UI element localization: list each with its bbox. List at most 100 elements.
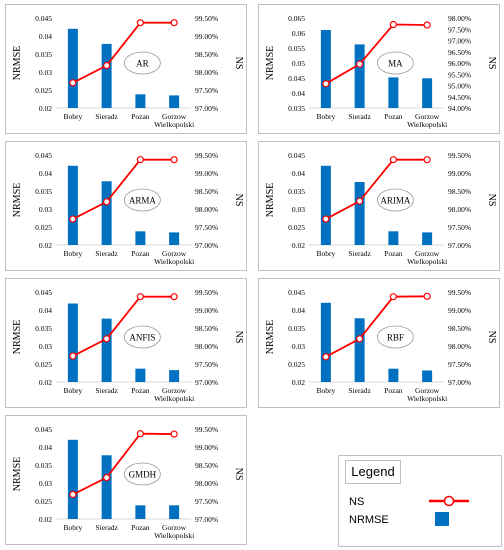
x-tick-label: Bobry <box>64 249 83 258</box>
y-tick-label: 0.025 <box>35 86 52 95</box>
y-tick-label: 0.03 <box>39 342 52 351</box>
model-label-ellipse <box>376 188 414 212</box>
y-tick-label: 0.06 <box>292 29 305 38</box>
model-label: ARMA <box>129 196 157 206</box>
chart-svg: 0.065 0.06 0.055 0.05 0.045 0.04 0.035 98.00% 97… <box>265 14 497 129</box>
y2-tick-label: 97.00% <box>448 378 471 387</box>
model-label: GMDH <box>129 470 157 480</box>
y2-tick-label: 98.00% <box>448 342 471 351</box>
nrmse-bar <box>67 439 78 519</box>
nrmse-bar <box>354 44 365 108</box>
y2-tick-label: 98.00% <box>195 479 218 488</box>
x-tick-label: Sieradz <box>95 386 118 395</box>
ns-line <box>325 158 428 220</box>
y-tick-label: 0.02 <box>39 515 52 524</box>
chart-svg: 0.045 0.04 0.035 0.03 0.025 0.02 99.50% 99.00% 9… <box>12 14 244 129</box>
y2-tick-label: 99.00% <box>448 169 471 178</box>
nrmse-bar <box>320 302 331 382</box>
ns-point <box>170 430 178 438</box>
y-tick-label: 0.03 <box>39 68 52 77</box>
y2-tick-label: 98.00% <box>448 205 471 214</box>
nrmse-bar <box>354 182 365 245</box>
x-tick-label: Pozan <box>131 523 150 532</box>
x-tick-label: Sieradz <box>348 386 371 395</box>
chart-svg: 0.045 0.04 0.035 0.03 0.025 0.02 99.50% 99.00% 9… <box>12 425 244 540</box>
ns-point <box>423 21 431 29</box>
chart-svg: 0.045 0.04 0.035 0.03 0.025 0.02 99.50% 99.00% 9… <box>265 288 497 403</box>
nrmse-bar <box>135 368 146 382</box>
x-tick-label: Wielkopolski <box>154 394 194 403</box>
y-tick-label: 0.045 <box>288 151 305 160</box>
y2-tick-label: 99.50% <box>448 288 471 297</box>
ns-point <box>103 198 111 206</box>
model-label: ANFIS <box>129 333 155 343</box>
y2-axis-label: NS <box>486 194 497 207</box>
legend-ns-marker <box>443 495 455 507</box>
x-tick-label: Pozan <box>131 249 150 258</box>
chart-svg: 0.045 0.04 0.035 0.03 0.025 0.02 99.50% 99.00% 9… <box>12 288 244 403</box>
y2-tick-label: 99.50% <box>195 151 218 160</box>
nrmse-bar <box>135 231 146 245</box>
y2-axis-label: NS <box>233 57 244 70</box>
chart-svg: 0.045 0.04 0.035 0.03 0.025 0.02 99.50% 99.00% 9… <box>265 151 497 266</box>
y-tick-label: 0.02 <box>39 104 52 113</box>
model-label: ARIMA <box>380 196 411 206</box>
y-tick-label: 0.035 <box>288 324 305 333</box>
y2-axis-label: NS <box>233 468 244 481</box>
y2-tick-label: 97.50% <box>448 360 471 369</box>
nrmse-bar <box>169 95 180 108</box>
y2-tick-label: 97.00% <box>195 515 218 524</box>
x-tick-label: Gorzow <box>162 523 187 532</box>
ns-point <box>322 215 330 223</box>
y2-tick-label: 95.00% <box>448 82 471 91</box>
chart-panel-gmdh: 0.045 0.04 0.035 0.03 0.025 0.02 99.50% 99.00% 9… <box>5 415 247 545</box>
model-label: RBF <box>387 333 404 343</box>
ns-point <box>136 19 144 27</box>
chart-panel-arma: 0.045 0.04 0.035 0.03 0.025 0.02 99.50% 99.00% 9… <box>5 141 247 271</box>
x-tick-label: Sieradz <box>348 112 371 121</box>
ns-point <box>322 80 330 88</box>
legend-box: Legend NS NRMSE <box>338 455 502 547</box>
y2-tick-label: 99.50% <box>195 288 218 297</box>
y-tick-label: 0.025 <box>35 360 52 369</box>
y2-tick-label: 99.00% <box>448 306 471 315</box>
nrmse-bar <box>101 455 112 519</box>
ns-point <box>389 20 397 29</box>
y-axis-label: NRMSE <box>12 457 23 491</box>
y-tick-label: 0.02 <box>292 378 305 387</box>
x-tick-label: Gorzow <box>415 249 440 258</box>
y2-tick-label: 95.50% <box>448 70 471 79</box>
nrmse-bar <box>388 231 399 245</box>
y2-tick-label: 99.00% <box>195 306 218 315</box>
y2-tick-label: 98.00% <box>195 342 218 351</box>
model-label-ellipse <box>123 462 161 486</box>
y2-tick-label: 96.00% <box>448 59 471 68</box>
y2-axis-label: NS <box>233 331 244 344</box>
chart-panel-rbf: 0.045 0.04 0.035 0.03 0.025 0.02 99.50% 99.00% 9… <box>258 278 500 408</box>
y-tick-label: 0.035 <box>35 324 52 333</box>
legend-nrmse-swatch-icon <box>435 512 449 526</box>
model-label-ellipse <box>123 188 161 212</box>
y2-tick-label: 97.00% <box>195 241 218 250</box>
x-tick-label: Bobry <box>64 112 83 121</box>
nrmse-bar <box>67 28 78 108</box>
y-axis-label: NRMSE <box>265 183 276 217</box>
legend-nrmse-label: NRMSE <box>349 514 389 526</box>
y-axis-label: NRMSE <box>12 320 23 354</box>
ns-point <box>322 353 330 361</box>
x-tick-label: Wielkopolski <box>154 531 194 540</box>
y2-tick-label: 97.50% <box>195 360 218 369</box>
y-tick-label: 0.045 <box>35 425 52 434</box>
y-tick-label: 0.04 <box>39 306 52 315</box>
y2-tick-label: 98.00% <box>448 14 471 23</box>
y2-tick-label: 96.50% <box>448 48 471 57</box>
ns-line <box>72 21 175 84</box>
y2-tick-label: 98.50% <box>195 187 218 196</box>
nrmse-bar <box>320 30 331 108</box>
x-tick-label: Wielkopolski <box>154 120 194 129</box>
ns-point <box>170 293 178 301</box>
model-label: AR <box>136 59 149 69</box>
nrmse-bar <box>67 303 78 382</box>
ns-point <box>389 156 397 164</box>
nrmse-bar <box>135 94 146 108</box>
